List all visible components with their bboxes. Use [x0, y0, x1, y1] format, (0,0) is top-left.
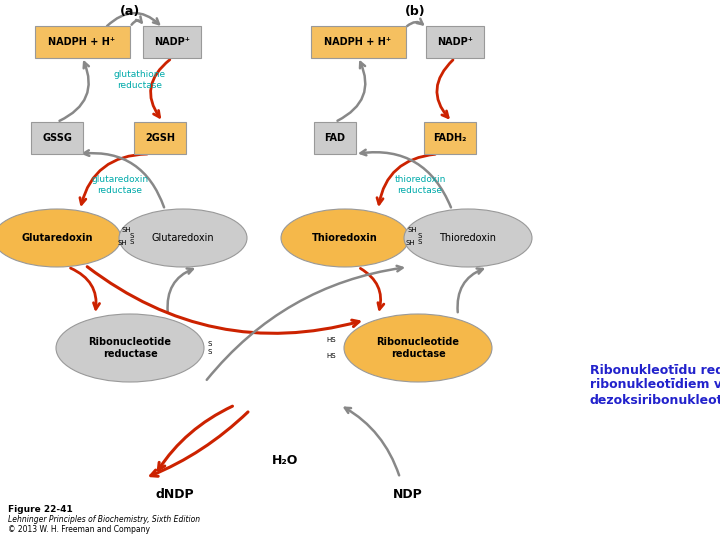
FancyBboxPatch shape	[314, 122, 356, 154]
FancyArrowPatch shape	[71, 268, 99, 309]
Text: glutathione
reductase: glutathione reductase	[114, 70, 166, 90]
FancyArrowPatch shape	[150, 60, 170, 117]
FancyArrowPatch shape	[457, 268, 483, 312]
FancyArrowPatch shape	[377, 154, 435, 204]
Text: HS: HS	[326, 337, 336, 343]
Ellipse shape	[56, 314, 204, 382]
Text: GSSG: GSSG	[42, 133, 72, 143]
Ellipse shape	[119, 209, 247, 267]
Text: NADP⁺: NADP⁺	[437, 37, 473, 47]
Text: S: S	[208, 341, 212, 347]
FancyArrowPatch shape	[107, 13, 159, 26]
FancyBboxPatch shape	[134, 122, 186, 154]
Text: S: S	[418, 239, 423, 245]
FancyArrowPatch shape	[60, 62, 89, 121]
Text: FAD: FAD	[325, 133, 346, 143]
Text: glutaredoxin
reductase: glutaredoxin reductase	[91, 176, 148, 195]
Text: 2GSH: 2GSH	[145, 133, 175, 143]
FancyArrowPatch shape	[150, 412, 248, 476]
Text: NDP: NDP	[393, 489, 423, 502]
Text: dNDP: dNDP	[156, 489, 194, 502]
FancyArrowPatch shape	[168, 268, 193, 312]
Text: NADPH + H⁺: NADPH + H⁺	[325, 37, 392, 47]
Text: Lehninger Principles of Biochemistry, Sixth Edition: Lehninger Principles of Biochemistry, Si…	[8, 516, 200, 524]
FancyArrowPatch shape	[207, 266, 402, 380]
Text: SH: SH	[405, 240, 415, 246]
FancyArrowPatch shape	[345, 408, 399, 475]
Text: S: S	[208, 349, 212, 355]
Text: SH: SH	[121, 227, 130, 233]
FancyArrowPatch shape	[437, 60, 453, 118]
Ellipse shape	[281, 209, 409, 267]
FancyArrowPatch shape	[87, 267, 359, 333]
Text: NADPH + H⁺: NADPH + H⁺	[48, 37, 116, 47]
Text: H₂O: H₂O	[272, 454, 298, 467]
Text: Ribonucleotide
reductase: Ribonucleotide reductase	[89, 337, 171, 359]
FancyArrowPatch shape	[84, 150, 164, 207]
Text: S: S	[418, 233, 423, 239]
Text: SH: SH	[408, 227, 418, 233]
Text: © 2013 W. H. Freeman and Company: © 2013 W. H. Freeman and Company	[8, 525, 150, 535]
FancyBboxPatch shape	[143, 26, 201, 58]
Ellipse shape	[344, 314, 492, 382]
Text: SH: SH	[118, 240, 127, 246]
Text: Glutaredoxin: Glutaredoxin	[22, 233, 93, 243]
Text: thioredoxin
reductase: thioredoxin reductase	[395, 176, 446, 195]
Text: Thioredoxin: Thioredoxin	[439, 233, 497, 243]
Text: Ribonukleotīdu reduktāze no
ribonukleotīdiem veido
dezoksiribonukleotīdus: Ribonukleotīdu reduktāze no ribonukleotī…	[590, 363, 720, 407]
FancyArrowPatch shape	[80, 154, 147, 204]
Text: S: S	[130, 233, 135, 239]
Text: (a): (a)	[120, 5, 140, 18]
FancyArrowPatch shape	[361, 150, 451, 207]
Text: S: S	[130, 239, 135, 245]
Text: Figure 22-41: Figure 22-41	[8, 505, 73, 515]
FancyBboxPatch shape	[35, 26, 130, 58]
FancyArrowPatch shape	[158, 406, 233, 470]
Text: FADH₂: FADH₂	[433, 133, 467, 143]
Text: Ribonucleotide
reductase: Ribonucleotide reductase	[377, 337, 459, 359]
FancyArrowPatch shape	[407, 19, 423, 26]
Ellipse shape	[0, 209, 121, 267]
FancyArrowPatch shape	[132, 16, 142, 25]
Text: NADP⁺: NADP⁺	[154, 37, 190, 47]
FancyBboxPatch shape	[426, 26, 484, 58]
Text: Glutaredoxin: Glutaredoxin	[152, 233, 215, 243]
Text: Thioredoxin: Thioredoxin	[312, 233, 378, 243]
FancyBboxPatch shape	[424, 122, 476, 154]
Text: HS: HS	[326, 353, 336, 359]
FancyArrowPatch shape	[361, 268, 384, 309]
Text: (b): (b)	[405, 5, 426, 18]
FancyBboxPatch shape	[310, 26, 405, 58]
FancyArrowPatch shape	[338, 62, 365, 121]
FancyBboxPatch shape	[31, 122, 83, 154]
Ellipse shape	[404, 209, 532, 267]
